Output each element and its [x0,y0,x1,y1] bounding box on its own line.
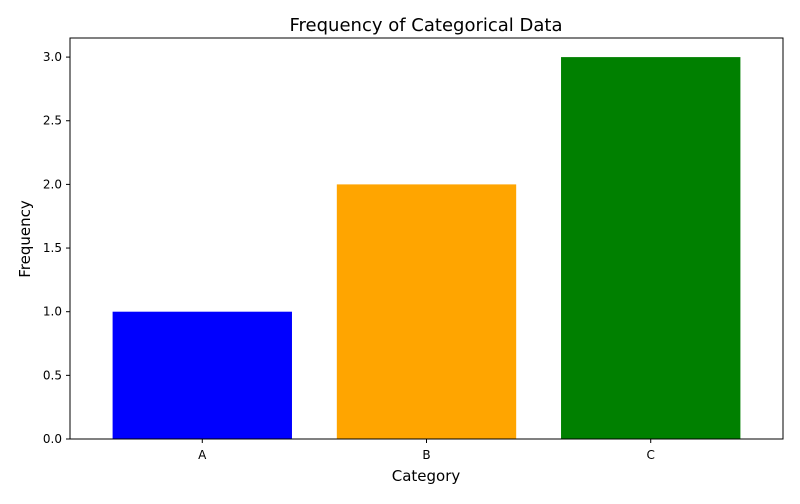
y-tick-label: 0.5 [43,368,62,382]
bars-layer [112,57,741,439]
y-axis-ticks: 0.0 0.5 1.0 1.5 2.0 2.5 3.0 [43,50,70,446]
bar-B [336,184,517,439]
y-tick-label: 3.0 [43,50,62,64]
y-tick-label: 2.0 [43,177,62,191]
y-tick-label: 0.0 [43,432,62,446]
x-tick-label: B [422,448,430,462]
x-tick-label: A [198,448,207,462]
y-tick-label: 1.5 [43,241,62,255]
x-tick-label: C [647,448,655,462]
bar-C [561,57,741,439]
y-axis-label: Frequency [16,200,34,278]
x-axis-ticks: A B C [198,439,655,462]
bar-A [112,311,292,439]
y-tick-label: 1.0 [43,305,62,319]
chart-title: Frequency of Categorical Data [290,15,563,36]
plot-frame [69,37,784,440]
y-tick-label: 2.5 [43,114,62,128]
x-axis-label: Category [392,467,461,485]
